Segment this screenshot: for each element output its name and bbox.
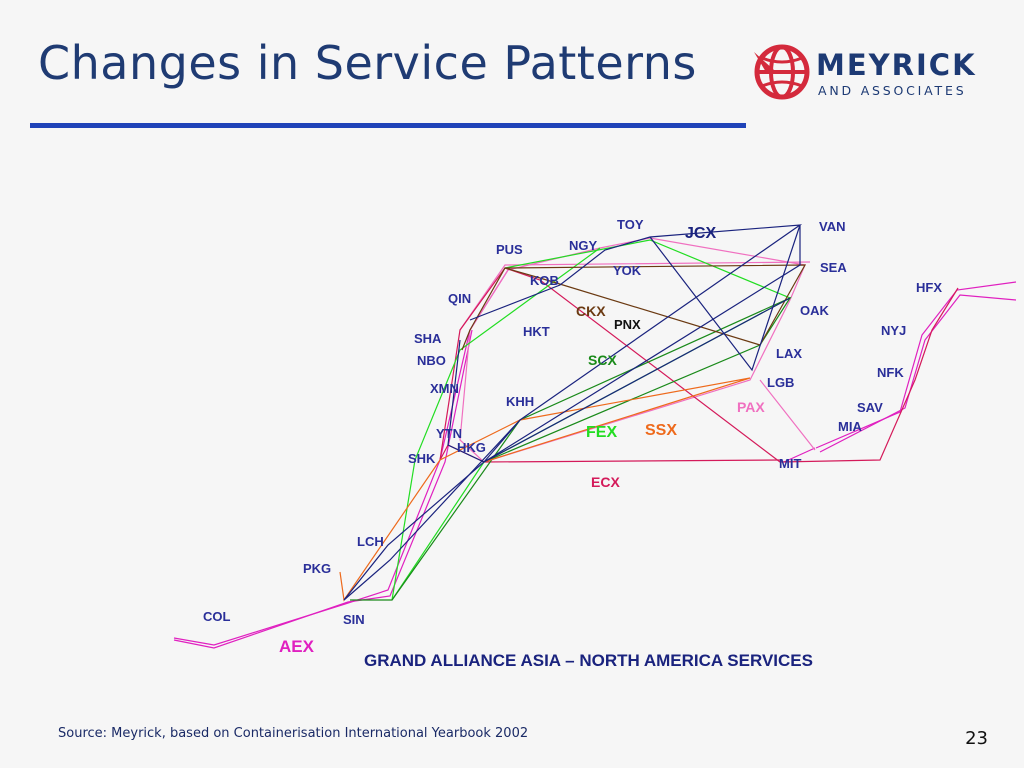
port-sin: SIN bbox=[343, 612, 365, 627]
port-pkg: PKG bbox=[303, 561, 331, 576]
port-hkt: HKT bbox=[523, 324, 550, 339]
port-lax: LAX bbox=[776, 346, 802, 361]
port-pus: PUS bbox=[496, 242, 523, 257]
port-van: VAN bbox=[819, 219, 845, 234]
port-yok: YOK bbox=[613, 263, 642, 278]
route-ckx bbox=[461, 264, 807, 351]
port-hfx: HFX bbox=[916, 280, 942, 295]
port-sea: SEA bbox=[820, 260, 847, 275]
port-nyj: NYJ bbox=[881, 323, 906, 338]
service-label-ecx: ECX bbox=[591, 474, 620, 490]
route-jcx bbox=[343, 224, 803, 601]
port-nfk: NFK bbox=[877, 365, 904, 380]
port-pnx: PNX bbox=[614, 317, 641, 332]
logo-subtitle: AND ASSOCIATES bbox=[818, 83, 967, 98]
title-divider bbox=[30, 123, 746, 128]
globe-icon bbox=[754, 44, 810, 100]
service-label-fex: FEX bbox=[586, 424, 617, 441]
route-ssx bbox=[339, 377, 751, 602]
service-label-ckx: CKX bbox=[576, 303, 606, 319]
port-sav: SAV bbox=[857, 400, 883, 415]
service-label-pax: PAX bbox=[737, 399, 765, 415]
port-qin: QIN bbox=[448, 291, 471, 306]
port-labels: TOY NGY PUS KOB YOK QIN SHA NBO XMN HKT … bbox=[203, 217, 942, 627]
port-xmn: XMN bbox=[430, 381, 459, 396]
service-label-scx: SCX bbox=[588, 352, 617, 368]
diagram-caption: GRAND ALLIANCE ASIA – NORTH AMERICA SERV… bbox=[364, 651, 813, 670]
port-mia: MIA bbox=[838, 419, 862, 434]
port-kob: KOB bbox=[530, 273, 559, 288]
page-title: Changes in Service Patterns bbox=[38, 36, 697, 90]
port-khh: KHH bbox=[506, 394, 534, 409]
port-toy: TOY bbox=[617, 217, 644, 232]
port-oak: OAK bbox=[800, 303, 830, 318]
route-scx bbox=[350, 296, 792, 601]
service-label-jcx: JCX bbox=[685, 225, 716, 242]
page-number: 23 bbox=[965, 728, 988, 749]
port-hkg: HKG bbox=[457, 440, 486, 455]
service-label-ssx: SSX bbox=[645, 422, 677, 439]
port-ngy: NGY bbox=[569, 238, 598, 253]
port-mit: MIT bbox=[779, 456, 801, 471]
port-shk: SHK bbox=[408, 451, 436, 466]
port-col: COL bbox=[203, 609, 231, 624]
service-labels: JCX CKX SCX FEX SSX PAX ECX AEX bbox=[279, 225, 765, 656]
port-lgb: LGB bbox=[767, 375, 794, 390]
port-ytn: YTN bbox=[436, 426, 462, 441]
logo-wordmark: MEYRICK bbox=[816, 48, 977, 82]
port-sha: SHA bbox=[414, 331, 442, 346]
source-note: Source: Meyrick, based on Containerisati… bbox=[58, 726, 529, 741]
port-lch: LCH bbox=[357, 534, 384, 549]
company-logo: MEYRICK AND ASSOCIATES bbox=[752, 42, 1004, 102]
port-nbo: NBO bbox=[417, 353, 446, 368]
service-label-aex: AEX bbox=[279, 637, 315, 656]
route-ecx bbox=[439, 267, 959, 463]
